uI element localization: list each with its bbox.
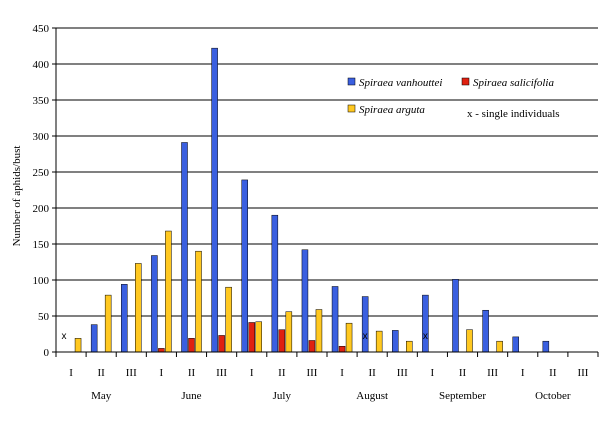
bar (158, 348, 165, 353)
x-tick-label: II (188, 367, 196, 379)
legend-swatch (347, 77, 356, 86)
bar (218, 335, 225, 353)
bar (361, 296, 369, 353)
legend: Spiraea vanhouttei Spiraea salicifolia Spi… (347, 77, 560, 120)
bar (135, 263, 142, 353)
bar (466, 329, 473, 353)
y-tick-label: 200 (33, 203, 50, 215)
month-label: September (439, 390, 486, 402)
bar (74, 338, 82, 353)
bar (512, 336, 519, 353)
bars (74, 47, 550, 353)
bar (165, 230, 172, 353)
bar (308, 340, 316, 353)
bar (90, 324, 98, 353)
legend-swatch (461, 77, 470, 86)
x-tick-label: I (250, 367, 254, 379)
bar (211, 47, 218, 353)
bar (331, 286, 339, 353)
bar (195, 250, 202, 353)
legend-label: Spiraea salicifolia (473, 77, 554, 89)
y-tick-label: 0 (44, 347, 50, 359)
legend-swatch (347, 104, 356, 113)
y-tick-label: 350 (33, 95, 50, 107)
month-label: August (356, 390, 388, 402)
x-tick-label: II (98, 367, 106, 379)
y-tick-label: 50 (38, 311, 50, 323)
legend-label: Spiraea arguta (359, 104, 425, 116)
bar (406, 340, 413, 353)
bar (392, 330, 399, 353)
month-labels: May June July August September October (91, 390, 571, 402)
bar (181, 142, 188, 353)
bar (255, 321, 262, 353)
y-tick-label: 400 (33, 59, 50, 71)
y-tick-label: 100 (33, 275, 50, 287)
x-tick-labels: I II III I II III I II III I II III I II III I II III (69, 367, 589, 379)
x-tick-label: III (126, 367, 137, 379)
y-tick-label: 250 (33, 167, 50, 179)
single-individual-mark: x (363, 331, 368, 342)
bar (542, 340, 550, 353)
x-tick-label: I (340, 367, 344, 379)
bar (151, 255, 158, 353)
bar (315, 309, 323, 353)
x-tick-label: III (306, 367, 317, 379)
y-tick-labels: 0 50 100 150 200 250 300 350 400 450 (33, 23, 50, 359)
y-tick-label: 300 (33, 131, 50, 143)
x-tick-label: II (369, 367, 377, 379)
legend-label: Spiraea vanhouttei (359, 77, 442, 89)
month-label: June (181, 390, 201, 402)
bar (338, 345, 346, 353)
x-tick-label: III (216, 367, 227, 379)
x-tick-label: II (278, 367, 286, 379)
month-label: October (535, 390, 571, 402)
bar (285, 311, 293, 353)
bar (104, 294, 112, 353)
month-label: May (91, 390, 112, 402)
x-tick-label: III (397, 367, 408, 379)
x-tick-label: II (459, 367, 467, 379)
single-individual-mark: x (62, 331, 67, 342)
bar (225, 286, 232, 353)
bar (241, 179, 248, 353)
x-tick-label: II (549, 367, 557, 379)
bar (121, 284, 128, 353)
x-tick-label: I (521, 367, 525, 379)
gridlines (52, 27, 598, 353)
bar (271, 214, 279, 353)
month-label: July (273, 390, 292, 402)
y-axis-title: Number of aphids/bust (11, 146, 23, 247)
bar (278, 329, 286, 353)
bar (345, 322, 353, 353)
bar (422, 294, 429, 353)
y-tick-label: 150 (33, 239, 50, 251)
axes (55, 28, 599, 357)
x-tick-label: I (160, 367, 164, 379)
bar (482, 309, 489, 353)
legend-single-individuals: x - single individuals (467, 108, 560, 120)
bar (248, 322, 255, 353)
x-tick-label: I (431, 367, 435, 379)
single-individual-mark: x (423, 331, 428, 342)
x-tick-label: III (487, 367, 498, 379)
x-tick-label: I (69, 367, 73, 379)
bar (375, 330, 383, 353)
y-tick-label: 450 (33, 23, 50, 35)
bar (301, 249, 309, 353)
bar (188, 338, 195, 353)
bar (452, 279, 459, 353)
x-tick-label: III (577, 367, 588, 379)
bar (496, 340, 503, 353)
